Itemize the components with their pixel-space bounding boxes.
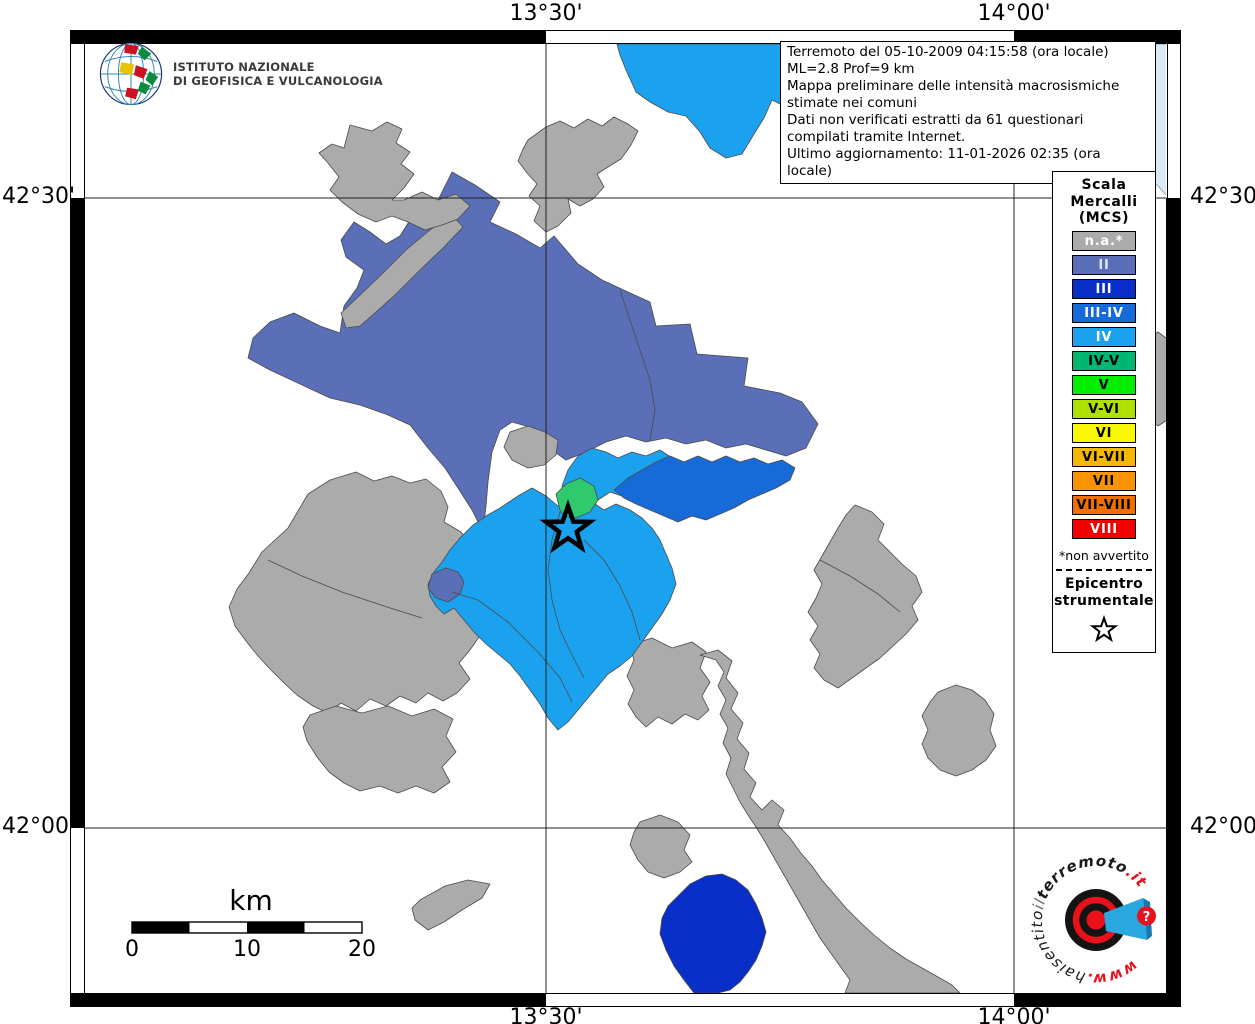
axis-label-bottom: 13°30' [509,1005,583,1024]
map-region-na-ridge-strip [340,215,464,329]
map-region-na-north [517,116,639,233]
map-region-na-east-round [921,684,997,777]
map-region-na-south-strip [699,649,961,993]
event-info-box: Terremoto del 05-10-2009 04:15:58 (ora l… [780,41,1156,184]
question-badge [1137,906,1156,926]
scale-tick-label: 20 [348,937,376,962]
question-mark: ? [1143,910,1151,925]
scale-tick-label: 10 [233,937,261,962]
axis-label-right: 42°30' [1190,184,1255,209]
legend-title: Scala Mercalli (MCS) [1053,177,1155,227]
map-region-na-center-small [503,425,559,469]
epicenter-star [539,499,597,554]
legend-swatch-vvi: V-VI [1072,398,1136,419]
legend-swatch-vivii: VI-VII [1072,446,1136,467]
frame-band-segment [71,31,546,44]
legend-title-line: Mercalli [1070,193,1138,210]
legend-title-line: Scala [1081,177,1127,193]
legend-epicenter-label: Epicentro strumentale [1053,576,1155,610]
map-region-na-east-large [807,504,923,689]
axis-label-right: 42°00' [1190,814,1255,839]
frame-band-segment [1014,31,1180,44]
circular-text-segment: www. [1084,957,1141,989]
axis-label-top: 14°00' [977,1,1051,26]
axis-label-top: 13°30' [509,1,583,26]
map-region-na-west-large [228,471,482,714]
map-region-ii-large [247,171,819,533]
legend-swatch-viiviii: VII-VIII [1072,494,1136,515]
frame-band-segment [1166,198,1180,993]
legend-swatch-ii: II [1072,254,1136,275]
axis-label-bottom: 14°00' [977,1005,1051,1024]
scale-bar-graphic [131,921,363,934]
map-region-na-northwest [318,121,471,231]
municipal-border [819,559,901,613]
map-region-iii-iv-northeast [613,455,796,523]
event-info-line: Terremoto del 05-10-2009 04:15:58 (ora l… [787,44,1109,77]
map-region-iv-epicentral [427,487,677,731]
ingv-line2: DI GEOFISICA E VULCANOLOGIA [173,74,383,88]
map-region-na-south-center-b [629,814,693,879]
legend-swatch-iiiiv: III-IV [1072,302,1136,323]
map-region-iii-south [659,873,767,993]
municipal-border [451,591,573,703]
ingv-line1: ISTITUTO NAZIONALE [173,60,315,74]
scale-tick-label: 0 [125,937,139,962]
event-info-line: Dati non verificati estratti da 61 quest… [787,112,1084,145]
map-region-ii-small-west [427,567,465,603]
scale-bar: km 0 10 20 [125,884,376,962]
municipal-border [619,289,656,441]
axis-label-left: 42°00' [2,814,76,839]
legend: Scala Mercalli (MCS) n.a.* II III III-IV IV I… [1052,171,1156,653]
legend-footnote: *non avvertito [1059,547,1149,563]
map-region-na-south-center-a [626,637,711,728]
legend-swatch-viii: VIII [1072,518,1136,539]
epicenter-star-icon [1089,614,1119,642]
legend-swatch-vii: VII [1072,470,1136,491]
scale-bar-ticks: 0 10 20 [125,935,376,962]
ingv-wordmark: ISTITUTO NAZIONALE DI GEOFISICA E VULCAN… [173,60,383,88]
ingv-globe-icon [99,42,163,106]
legend-epicenter-line: strumentale [1054,592,1154,609]
frame-band-segment [1014,993,1180,1006]
event-info-line: Ultimo aggiornamento: 11-01-2026 02:35 (… [787,146,1101,179]
legend-swatch-iii: III [1072,278,1136,299]
map-region-na-southwest [302,705,457,794]
frame-outer [70,30,1181,1007]
frame-inner [84,43,1168,994]
legend-swatch-na: n.a.* [1072,230,1136,251]
legend-swatch-ivv: IV-V [1072,350,1136,371]
legend-swatch-v: V [1072,374,1136,395]
frame-band-segment [71,198,85,828]
legend-swatch-iv: IV [1072,326,1136,347]
municipal-border [547,511,585,679]
legend-epicenter-line: Epicentro [1064,575,1144,592]
ingv-logo: ISTITUTO NAZIONALE DI GEOFISICA E VULCAN… [98,41,383,107]
event-info-line: Mappa preliminare delle intensità macros… [787,78,1120,111]
megaphone-icon [1104,898,1147,940]
target-center [1086,910,1106,930]
municipal-border [583,539,641,641]
legend-divider [1056,568,1152,571]
legend-title-line: (MCS) [1078,210,1130,226]
scale-bar-unit: km [229,884,273,917]
legend-swatch-vi: VI [1072,422,1136,443]
frame-band-segment [71,993,546,1006]
municipal-border [267,559,423,619]
axis-label-left: 42°30' [2,184,76,209]
haisentito-logo: ? www.haisentitoilterremoto.it [1028,852,1156,989]
legend-swatches: n.a.* II III III-IV IV IV-V V V-VI VI VI-VII VII VI… [1053,230,1155,539]
map-region-na-southwest-small [411,879,491,931]
